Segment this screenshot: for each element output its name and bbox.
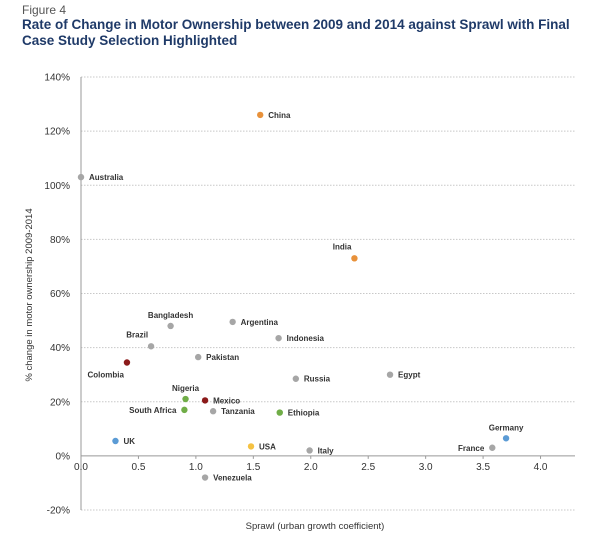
data-point bbox=[201, 397, 209, 404]
y-tick-label: 100% bbox=[44, 181, 70, 192]
data-point-label: Venezuela bbox=[213, 474, 252, 483]
data-point bbox=[123, 359, 131, 366]
data-point-label: UK bbox=[123, 437, 135, 446]
x-tick-label: 2.5 bbox=[361, 462, 375, 473]
data-point-label: Germany bbox=[489, 423, 524, 432]
y-tick-label: 20% bbox=[50, 397, 70, 408]
y-tick-label: 60% bbox=[50, 289, 70, 300]
data-point-label: Pakistan bbox=[206, 353, 239, 362]
data-point-label: Brazil bbox=[126, 330, 148, 339]
data-point bbox=[194, 353, 202, 361]
data-point bbox=[386, 371, 394, 378]
x-tick-label: 0.0 bbox=[74, 462, 88, 473]
chart-title: Rate of Change in Motor Ownership betwee… bbox=[22, 17, 570, 48]
data-point bbox=[167, 322, 174, 330]
data-point-label: Italy bbox=[318, 446, 335, 455]
data-point bbox=[181, 406, 188, 414]
x-tick-label: 0.5 bbox=[131, 462, 145, 473]
data-point-label: Bangladesh bbox=[148, 311, 193, 320]
data-point bbox=[201, 474, 209, 481]
x-tick-label: 1.0 bbox=[189, 462, 203, 473]
x-tick-label: 1.5 bbox=[246, 462, 260, 473]
x-axis-title: Sprawl (urban growth coefficient) bbox=[246, 521, 385, 532]
data-point bbox=[147, 343, 155, 350]
data-point bbox=[351, 255, 358, 262]
y-tick-label: 0% bbox=[56, 451, 71, 462]
gridlines bbox=[80, 76, 575, 511]
figure-label: Figure 4 bbox=[22, 3, 67, 17]
y-tick-label: 80% bbox=[50, 235, 70, 246]
data-point bbox=[306, 447, 313, 454]
data-point-label: China bbox=[268, 111, 291, 120]
tick-labels: -20% 0% 20% 40% 60% 80% 100% 120% 140% 0.0 0.5 1.0 1… bbox=[44, 73, 547, 517]
data-point bbox=[276, 409, 283, 416]
data-point-label: Nigeria bbox=[172, 384, 200, 393]
data-point bbox=[292, 375, 300, 382]
data-point bbox=[275, 334, 282, 342]
data-point bbox=[257, 111, 264, 119]
data-point-label: Argentina bbox=[241, 318, 279, 327]
data-point-label: France bbox=[458, 444, 485, 453]
data-points: China Australia India Bangladesh Argentina In… bbox=[77, 111, 524, 483]
data-point bbox=[77, 173, 85, 181]
y-tick-label: -20% bbox=[47, 506, 70, 517]
y-tick-label: 140% bbox=[44, 73, 70, 84]
data-point bbox=[247, 443, 255, 450]
data-point bbox=[229, 318, 236, 326]
x-tick-label: 2.0 bbox=[304, 462, 318, 473]
data-point-label: Colombia bbox=[88, 371, 125, 380]
data-point-label: USA bbox=[259, 442, 276, 451]
data-point-label: Indonesia bbox=[287, 334, 325, 343]
y-axis-title: % change in motor ownership 2009-2014 bbox=[24, 208, 35, 381]
data-point-label: Australia bbox=[89, 173, 124, 182]
x-tick-label: 3.0 bbox=[419, 462, 433, 473]
data-point bbox=[182, 395, 189, 403]
data-point bbox=[209, 408, 217, 415]
y-tick-label: 120% bbox=[44, 127, 70, 138]
data-point-label: Tanzania bbox=[221, 407, 255, 416]
data-point-label: Russia bbox=[304, 375, 331, 384]
y-tick-label: 40% bbox=[50, 343, 70, 354]
x-tick-label: 3.5 bbox=[476, 462, 490, 473]
data-point bbox=[502, 435, 510, 442]
data-point-label: South Africa bbox=[129, 406, 177, 415]
data-point bbox=[489, 444, 496, 451]
data-point-label: India bbox=[333, 242, 352, 251]
x-tick-label: 4.0 bbox=[534, 462, 548, 473]
data-point-label: Ethiopia bbox=[288, 409, 320, 418]
data-point bbox=[112, 437, 119, 445]
data-point-label: Mexico bbox=[213, 396, 240, 405]
data-point-label: Egypt bbox=[398, 371, 421, 380]
